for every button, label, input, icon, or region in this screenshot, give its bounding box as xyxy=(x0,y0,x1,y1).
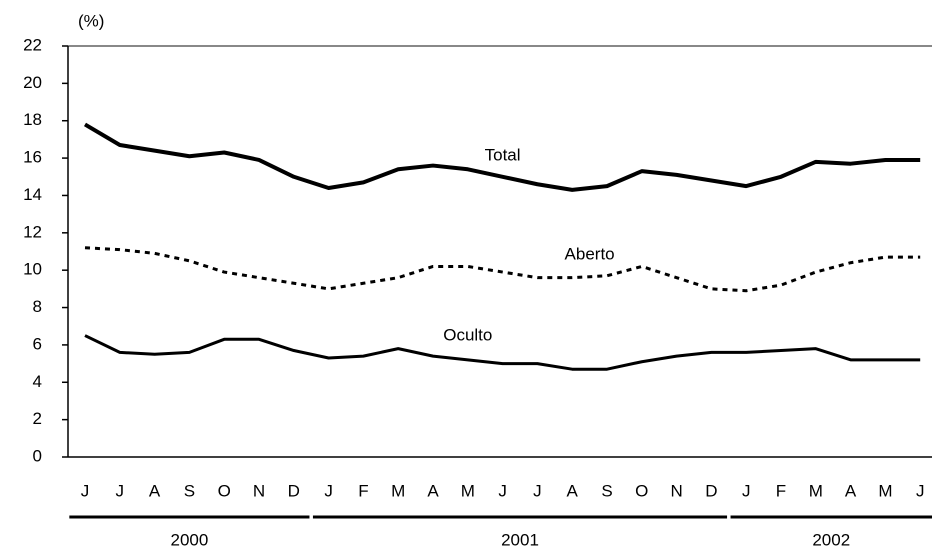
x-tick-label: J xyxy=(116,481,125,500)
group-label: 2002 xyxy=(812,530,850,549)
x-tick-label: M xyxy=(878,481,892,500)
x-tick-label: A xyxy=(845,481,857,500)
series-label: Aberto xyxy=(565,244,615,263)
x-tick-label: O xyxy=(635,481,648,500)
y-tick-label: 16 xyxy=(23,148,42,167)
series-line xyxy=(84,334,921,371)
x-tick-label: M xyxy=(391,481,405,500)
y-tick-label: 2 xyxy=(33,409,42,428)
x-tick-label: J xyxy=(498,481,507,500)
x-tick-label: N xyxy=(670,481,682,500)
x-tick-label: A xyxy=(567,481,579,500)
x-tick-label: F xyxy=(776,481,786,500)
y-tick-label: 10 xyxy=(23,260,42,279)
y-tick-label: 14 xyxy=(23,185,42,204)
y-tick-label: 6 xyxy=(33,334,42,353)
x-tick-label: J xyxy=(742,481,751,500)
series-line xyxy=(83,122,921,192)
x-tick-label: A xyxy=(427,481,439,500)
x-tick-label: A xyxy=(149,481,161,500)
x-tick-label: D xyxy=(288,481,300,500)
group-label: 2001 xyxy=(501,530,539,549)
x-tick-label: D xyxy=(705,481,717,500)
x-tick-label: S xyxy=(601,481,612,500)
x-tick-label: M xyxy=(461,481,475,500)
x-tick-label: J xyxy=(81,481,90,500)
y-tick-label: 4 xyxy=(33,372,42,391)
series-label: Total xyxy=(485,145,521,164)
x-tick-label: N xyxy=(253,481,265,500)
x-tick-label: S xyxy=(184,481,195,500)
y-tick-label: 8 xyxy=(33,297,42,316)
y-tick-label: 12 xyxy=(23,222,42,241)
x-tick-label: M xyxy=(809,481,823,500)
x-tick-label: F xyxy=(358,481,368,500)
y-axis-label: (%) xyxy=(78,11,104,30)
x-tick-label: O xyxy=(218,481,231,500)
y-tick-label: 20 xyxy=(23,73,42,92)
y-tick-label: 0 xyxy=(33,446,42,465)
x-tick-label: J xyxy=(324,481,333,500)
y-tick-label: 22 xyxy=(23,35,42,54)
series-line xyxy=(84,246,921,293)
group-label: 2000 xyxy=(170,530,208,549)
y-tick-label: 18 xyxy=(23,110,42,129)
series-label: Oculto xyxy=(443,325,492,344)
x-tick-label: J xyxy=(533,481,542,500)
x-tick-label: J xyxy=(916,481,925,500)
